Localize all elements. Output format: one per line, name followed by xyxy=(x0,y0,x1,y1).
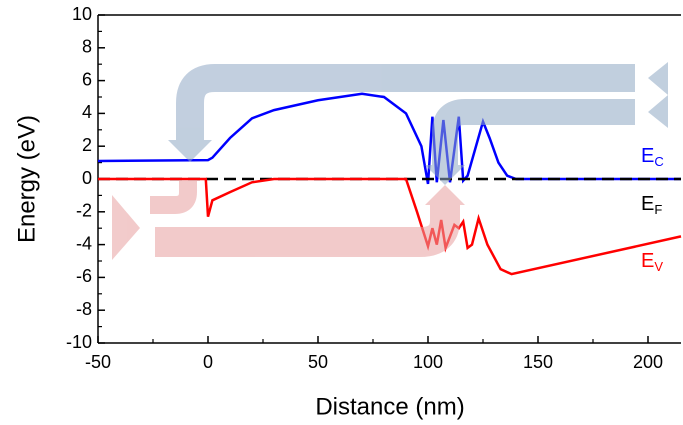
series-label: EV xyxy=(641,250,663,274)
arrows xyxy=(112,62,668,260)
label-main: E xyxy=(641,145,654,167)
y-tick-label: 4 xyxy=(82,102,92,122)
x-tick-label: 0 xyxy=(203,352,213,372)
x-tick-label: 50 xyxy=(308,352,328,372)
x-tick-label: 200 xyxy=(633,352,663,372)
label-sub: V xyxy=(654,259,663,274)
arrow-head xyxy=(425,165,465,185)
y-tick-label: -6 xyxy=(76,266,92,286)
label-sub: C xyxy=(654,154,663,169)
arrow-head xyxy=(168,140,212,162)
series-label: EF xyxy=(641,193,662,217)
arrow-head xyxy=(425,185,465,205)
x-tick-label: -50 xyxy=(85,352,111,372)
y-tick-label: 2 xyxy=(82,135,92,155)
series-line xyxy=(97,92,681,185)
x-tick-label: 100 xyxy=(413,352,443,372)
x-axis-title: Distance (nm) xyxy=(315,393,464,420)
y-tick-label: -2 xyxy=(76,201,92,221)
arrow-body xyxy=(176,64,635,140)
arrow-body xyxy=(432,99,635,165)
y-tick-label: -8 xyxy=(76,299,92,319)
arrow-tail xyxy=(112,195,140,260)
series-label: EC xyxy=(641,145,664,169)
arrow-tail xyxy=(648,62,668,128)
arrow-body xyxy=(155,205,460,257)
y-tick-label: -4 xyxy=(76,233,92,253)
y-tick-label: 6 xyxy=(82,69,92,89)
label-main: E xyxy=(641,250,654,272)
y-axis-title: Energy (eV) xyxy=(13,115,40,243)
label-main: E xyxy=(641,193,654,215)
x-tick-label: 150 xyxy=(523,352,553,372)
y-tick-label: -10 xyxy=(66,332,92,352)
label-sub: F xyxy=(654,202,662,217)
y-tick-label: 0 xyxy=(82,168,92,188)
arrow-body xyxy=(150,180,197,214)
y-tick-label: 8 xyxy=(82,37,92,57)
y-tick-label: 10 xyxy=(72,4,92,24)
